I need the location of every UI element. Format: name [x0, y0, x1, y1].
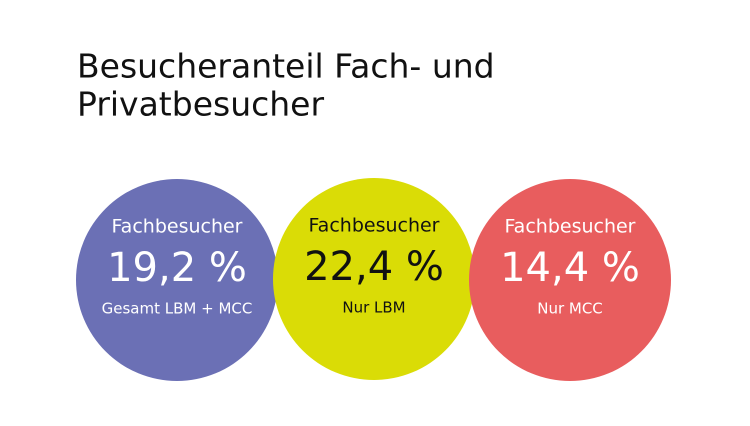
- circle-label: Fachbesucher: [505, 216, 636, 238]
- circle-label: Fachbesucher: [309, 215, 440, 237]
- circle-note: Nur LBM: [342, 299, 405, 317]
- circle-value: 22,4 %: [304, 244, 444, 290]
- title-line: Privatbesucher: [77, 85, 324, 124]
- title-line: Besucheranteil Fach- und: [77, 47, 495, 86]
- circle-value: 14,4 %: [500, 245, 640, 291]
- circle-label: Fachbesucher: [112, 216, 243, 238]
- circle: [469, 179, 671, 381]
- circle-note: Gesamt LBM + MCC: [102, 300, 253, 318]
- circle-value: 19,2 %: [107, 245, 247, 291]
- circle-note: Nur MCC: [537, 300, 603, 318]
- circle: [273, 178, 475, 380]
- circle: [76, 179, 278, 381]
